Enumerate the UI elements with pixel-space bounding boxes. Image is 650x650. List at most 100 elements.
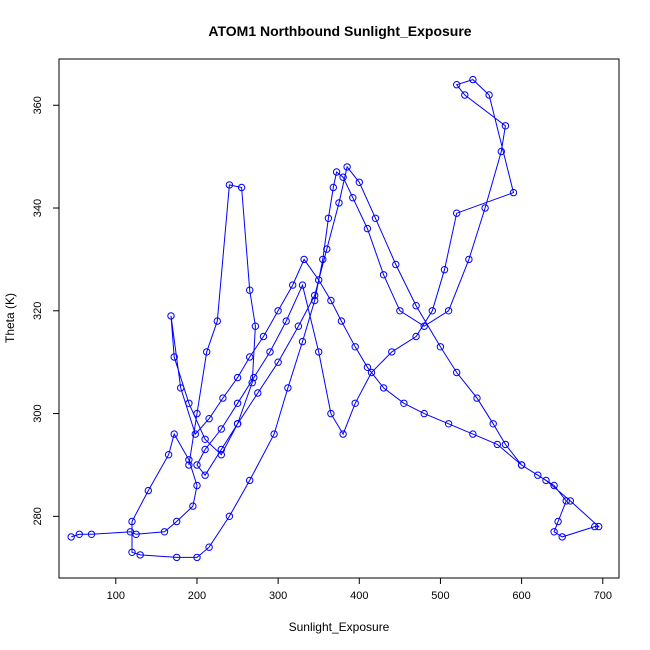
data-point xyxy=(319,255,327,264)
data-point xyxy=(469,75,477,84)
y-tick-label: 280 xyxy=(32,507,44,525)
data-point xyxy=(367,368,376,377)
data-point xyxy=(246,286,254,294)
data-point xyxy=(233,399,242,407)
data-point xyxy=(481,204,489,212)
data-point xyxy=(87,530,96,538)
data-point xyxy=(201,471,209,479)
data-point xyxy=(349,194,357,202)
data-point xyxy=(164,451,173,459)
data-point xyxy=(173,553,181,562)
data-point xyxy=(160,528,169,536)
data-point xyxy=(315,276,323,284)
data-point xyxy=(144,486,153,495)
data-point xyxy=(300,255,308,264)
y-axis: 280 300 320 340 360 xyxy=(32,96,59,526)
data-point xyxy=(167,312,175,320)
data-point xyxy=(332,168,341,176)
data-point xyxy=(501,122,510,130)
y-tick-label: 340 xyxy=(32,199,44,217)
data-point xyxy=(298,337,307,346)
data-point xyxy=(132,530,140,538)
data-point xyxy=(355,178,363,187)
data-point xyxy=(67,533,75,541)
data-point xyxy=(485,91,493,99)
data-point xyxy=(550,481,558,490)
y-tick-label: 320 xyxy=(32,302,44,320)
data-point xyxy=(237,183,246,192)
data-point xyxy=(444,307,453,315)
data-point xyxy=(193,461,201,469)
data-point xyxy=(473,394,481,402)
data-point xyxy=(497,147,505,156)
data-point xyxy=(217,445,226,454)
data-point xyxy=(351,343,359,351)
data-point xyxy=(213,317,222,325)
data-point xyxy=(193,553,201,562)
data-point xyxy=(173,517,181,526)
data-point xyxy=(371,214,380,223)
data-point xyxy=(136,551,144,559)
data-point xyxy=(246,476,254,485)
data-point xyxy=(289,281,297,289)
data-point xyxy=(440,266,449,274)
data-point xyxy=(534,471,542,479)
data-point xyxy=(351,399,359,407)
data-point xyxy=(205,543,213,551)
data-point xyxy=(461,91,469,99)
data-point xyxy=(554,517,562,526)
data-point xyxy=(400,399,408,407)
data-point xyxy=(453,81,461,89)
data-point xyxy=(274,307,282,315)
data-point xyxy=(339,430,347,438)
data-point xyxy=(335,199,343,207)
data-point xyxy=(201,445,209,454)
data-point xyxy=(250,373,258,382)
data-point xyxy=(550,528,558,536)
data-point xyxy=(379,384,388,392)
data-point xyxy=(343,163,351,171)
data-point xyxy=(254,389,262,397)
data-point xyxy=(233,420,242,428)
data-point xyxy=(412,332,420,341)
data-point xyxy=(191,430,200,438)
data-point xyxy=(185,399,193,407)
data-point xyxy=(392,260,400,269)
data-point xyxy=(75,530,84,538)
x-tick-label: 400 xyxy=(350,590,368,602)
data-point xyxy=(259,332,268,341)
data-point xyxy=(193,481,201,490)
data-point xyxy=(591,522,599,531)
data-point xyxy=(270,430,278,438)
data-point xyxy=(170,353,178,361)
x-tick-label: 100 xyxy=(107,590,125,602)
data-point xyxy=(379,271,388,279)
data-point xyxy=(311,296,319,305)
data-point xyxy=(453,368,461,377)
data-point xyxy=(219,394,227,402)
data-point xyxy=(170,430,178,438)
data-point xyxy=(444,420,453,428)
y-tick-label: 300 xyxy=(32,404,44,422)
data-point xyxy=(542,476,550,485)
x-axis: 100 200 300 400 500 600 700 xyxy=(107,578,612,602)
x-tick-label: 200 xyxy=(188,590,206,602)
data-point xyxy=(185,456,193,464)
data-point xyxy=(388,348,396,356)
y-axis-label: Theta (K) xyxy=(3,293,17,343)
data-point xyxy=(469,430,477,438)
data-point xyxy=(311,291,319,300)
data-point xyxy=(453,209,461,217)
x-tick-label: 700 xyxy=(594,590,612,602)
data-point xyxy=(282,317,290,325)
data-point xyxy=(128,517,136,526)
plot-area xyxy=(67,75,603,562)
data-point xyxy=(266,348,274,356)
data-point xyxy=(248,379,256,387)
data-point xyxy=(201,435,209,443)
x-axis-label: Sunlight_Exposure xyxy=(289,620,390,634)
data-point xyxy=(128,548,136,556)
data-point xyxy=(420,322,428,330)
data-point xyxy=(562,497,570,505)
